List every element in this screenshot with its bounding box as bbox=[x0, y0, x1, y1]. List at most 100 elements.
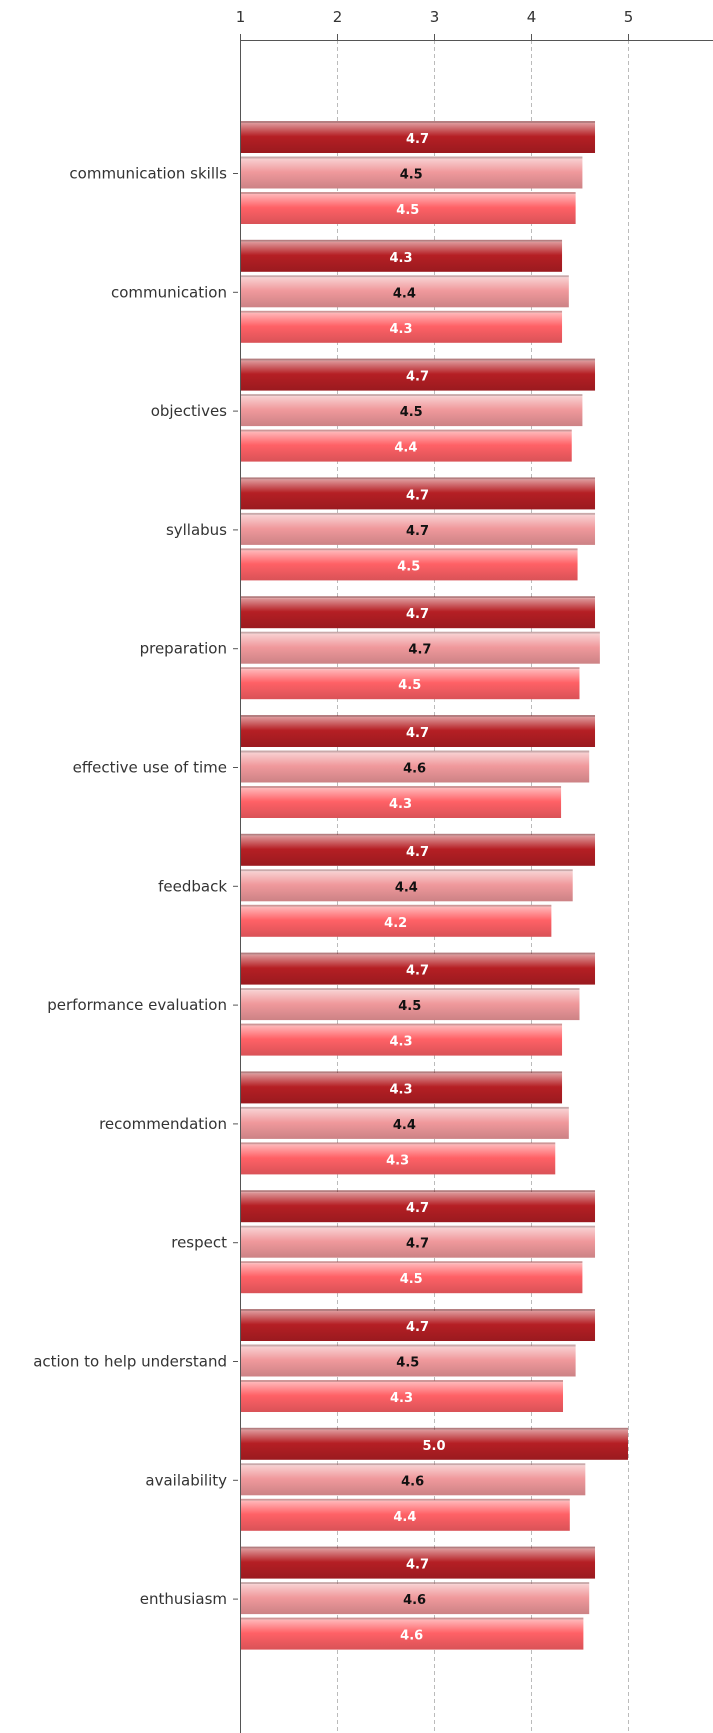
data-label: 4.2 bbox=[384, 916, 407, 931]
bar bbox=[240, 871, 573, 902]
data-label: 4.4 bbox=[395, 880, 418, 895]
data-label: 4.5 bbox=[397, 559, 420, 574]
data-label: 4.7 bbox=[406, 370, 429, 385]
bar bbox=[240, 835, 596, 866]
data-label: 4.6 bbox=[403, 762, 426, 777]
data-label: 4.7 bbox=[406, 1558, 429, 1573]
data-label: 4.7 bbox=[406, 1320, 429, 1335]
data-label: 4.4 bbox=[393, 1118, 416, 1133]
bar bbox=[240, 431, 572, 462]
bar bbox=[240, 788, 562, 818]
category-group: 5.0 4.6 4.4 availability bbox=[145, 1427, 628, 1531]
bar-edge bbox=[240, 1261, 583, 1264]
data-label: 4.5 bbox=[398, 678, 421, 693]
bar-edge bbox=[240, 310, 563, 313]
data-label: 4.7 bbox=[406, 1237, 429, 1252]
bar bbox=[240, 717, 596, 747]
category-group: 4.7 4.5 4.3 performance evaluation bbox=[47, 952, 596, 1056]
category-label: syllabus bbox=[166, 521, 227, 539]
data-label: 4.3 bbox=[390, 1391, 413, 1406]
category-label: communication bbox=[111, 283, 227, 301]
bar bbox=[240, 550, 578, 581]
data-label: 4.7 bbox=[406, 524, 429, 539]
bar-edge bbox=[240, 988, 580, 991]
bar bbox=[240, 1263, 583, 1294]
bar-edge bbox=[240, 394, 583, 397]
data-label: 4.6 bbox=[400, 1629, 423, 1644]
category-group: 4.7 4.4 4.2 feedback bbox=[158, 833, 596, 937]
data-label: 4.6 bbox=[401, 1474, 424, 1489]
x-tick-label: 5 bbox=[624, 8, 634, 26]
bar bbox=[240, 1584, 590, 1615]
category-group: 4.3 4.4 4.3 communication bbox=[111, 239, 569, 343]
bar-edge bbox=[240, 631, 600, 634]
bar-edge bbox=[240, 548, 578, 551]
bar bbox=[240, 1465, 586, 1496]
data-label: 4.4 bbox=[394, 441, 417, 456]
bar bbox=[240, 1548, 596, 1579]
bar-edge bbox=[240, 667, 580, 670]
data-label: 4.7 bbox=[406, 488, 429, 503]
bar-edge bbox=[240, 1498, 570, 1501]
category-label: enthusiasm bbox=[140, 1590, 227, 1608]
bar-edge bbox=[240, 1190, 596, 1193]
bar bbox=[240, 479, 596, 510]
category-group: 4.7 4.7 4.5 preparation bbox=[140, 596, 600, 700]
bar-edge bbox=[240, 869, 573, 872]
bar bbox=[240, 241, 563, 272]
bar bbox=[240, 158, 583, 189]
bar-edge bbox=[240, 1617, 584, 1620]
data-label: 4.7 bbox=[406, 964, 429, 979]
bar-edge bbox=[240, 1546, 596, 1549]
bar bbox=[240, 514, 596, 545]
category-group: 4.3 4.4 4.3 recommendation bbox=[99, 1071, 569, 1175]
data-label: 4.3 bbox=[390, 1035, 413, 1050]
bar-edge bbox=[240, 121, 596, 123]
bar bbox=[240, 360, 596, 391]
category-label: feedback bbox=[158, 877, 227, 895]
bar bbox=[240, 312, 563, 343]
data-label: 5.0 bbox=[422, 1439, 445, 1454]
category-label: respect bbox=[171, 1234, 227, 1252]
bar bbox=[240, 1025, 563, 1056]
bar bbox=[240, 1073, 563, 1104]
bar bbox=[240, 598, 596, 629]
bar-edge bbox=[240, 1225, 596, 1228]
category-group: 4.7 4.7 4.5 syllabus bbox=[166, 477, 596, 581]
bar-edge bbox=[240, 750, 590, 753]
bar-edge bbox=[240, 1427, 628, 1430]
data-label: 4.4 bbox=[393, 286, 416, 301]
bar bbox=[240, 194, 576, 224]
bar-edge bbox=[240, 596, 596, 599]
category-label: action to help understand bbox=[33, 1353, 227, 1371]
bar bbox=[240, 1108, 569, 1139]
category-label: performance evaluation bbox=[47, 996, 227, 1014]
bar bbox=[240, 1311, 596, 1341]
category-label: availability bbox=[145, 1471, 227, 1489]
bar bbox=[240, 1227, 596, 1258]
category-group: 4.7 4.6 4.3 effective use of time bbox=[73, 715, 596, 818]
data-label: 4.3 bbox=[390, 1082, 413, 1097]
bar-edge bbox=[240, 1463, 586, 1466]
data-label: 4.5 bbox=[398, 999, 421, 1014]
bar-edge bbox=[240, 156, 583, 159]
bar-edge bbox=[240, 512, 596, 515]
bar bbox=[240, 1429, 628, 1460]
x-tick-label: 2 bbox=[333, 8, 343, 26]
x-tick-label: 3 bbox=[430, 8, 440, 26]
category-group: 4.7 4.6 4.6 enthusiasm bbox=[140, 1546, 596, 1650]
category-group: 4.7 4.5 4.3 action to help understand bbox=[33, 1309, 596, 1412]
data-label: 4.7 bbox=[406, 726, 429, 741]
bar bbox=[240, 906, 552, 937]
category-label: recommendation bbox=[99, 1115, 227, 1133]
bar-edge bbox=[240, 477, 596, 480]
bar-edge bbox=[240, 275, 569, 278]
category-group: 4.7 4.5 4.5 communication skills bbox=[69, 121, 596, 224]
data-label: 4.5 bbox=[396, 203, 419, 218]
bar bbox=[240, 633, 600, 664]
bar-edge bbox=[240, 904, 552, 907]
category-label: effective use of time bbox=[73, 759, 227, 777]
data-label: 4.7 bbox=[408, 643, 431, 658]
